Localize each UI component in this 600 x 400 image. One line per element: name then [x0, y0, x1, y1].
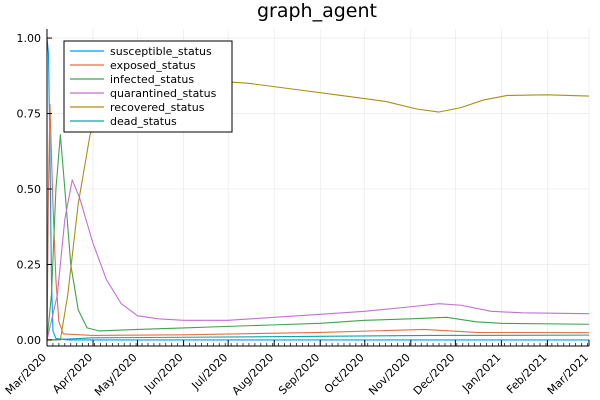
series-line-recovered_status — [47, 79, 590, 341]
series-layer — [46, 38, 590, 341]
x-tick-label: Oct/2020 — [322, 351, 367, 396]
chart-title: graph_agent — [257, 0, 377, 22]
x-tick-label: Jan/2021 — [459, 351, 503, 395]
series-line-dead_status — [46, 334, 590, 341]
y-tick-label: 0.00 — [17, 334, 42, 347]
legend-label: exposed_status — [110, 59, 196, 72]
legend-label: susceptible_status — [110, 45, 212, 58]
series-line-susceptible_status — [46, 38, 589, 341]
x-tick-label: Feb/2021 — [504, 351, 549, 396]
series-line-infected_status — [46, 134, 590, 341]
legend-label: quarantined_status — [110, 87, 217, 100]
x-tick-label: May/2020 — [92, 351, 140, 399]
x-tick-label: Jul/2020 — [189, 351, 231, 393]
x-tick-label: Apr/2020 — [50, 351, 95, 396]
y-tick-label: 0.50 — [17, 183, 42, 196]
legend: susceptible_statusexposed_statusinfected… — [63, 40, 233, 133]
y-tick-label: 0.75 — [17, 108, 42, 121]
series-line-quarantined_status — [46, 179, 590, 341]
x-tick-label: Mar/2020 — [3, 351, 49, 397]
x-tick-label: Nov/2020 — [366, 351, 413, 398]
x-tick-label: Jun/2020 — [141, 351, 185, 395]
legend-box — [63, 40, 233, 133]
y-tick-label: 0.25 — [17, 258, 42, 271]
x-tick-label: Sep/2020 — [276, 351, 322, 397]
x-tick-label: Mar/2021 — [545, 351, 591, 397]
legend-label: dead_status — [110, 115, 177, 128]
legend-label: infected_status — [110, 73, 194, 86]
series-line-exposed_status — [46, 103, 590, 340]
x-tick-label: Aug/2020 — [230, 351, 277, 398]
y-tick-label: 1.00 — [17, 32, 42, 45]
legend-label: recovered_status — [110, 101, 205, 114]
x-tick-label: Dec/2020 — [411, 351, 458, 398]
